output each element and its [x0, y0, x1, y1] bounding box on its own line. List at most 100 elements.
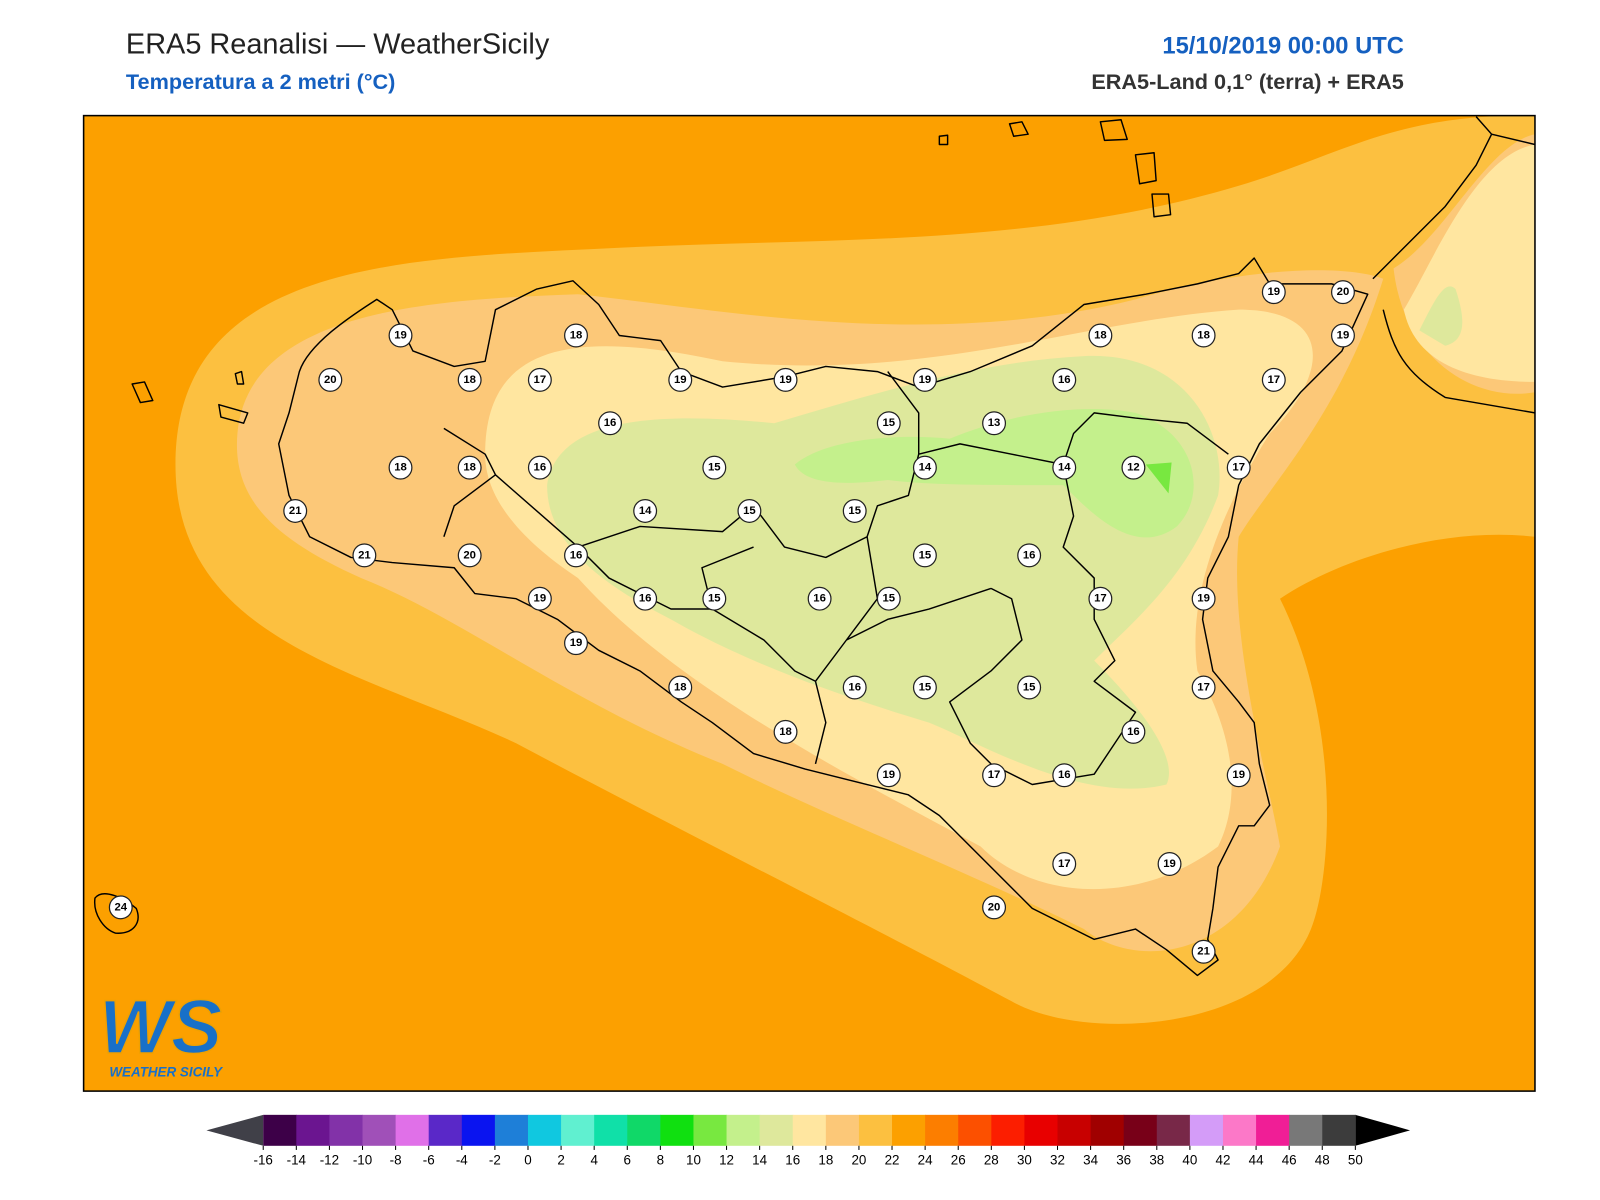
- station-marker: [702, 455, 727, 480]
- station-label: 21: [1197, 946, 1210, 958]
- logo-text: WEATHER SICILY: [109, 1065, 223, 1080]
- station-marker: [1330, 323, 1355, 348]
- colorbar-swatch: [1024, 1114, 1059, 1146]
- station-label: 20: [324, 374, 337, 386]
- colorbar-over: [1355, 1114, 1411, 1146]
- colorbar-tick-label: 32: [1050, 1152, 1065, 1167]
- contour-band: [1145, 462, 1172, 494]
- station-label: 15: [1023, 681, 1036, 693]
- station-marker: [564, 631, 588, 656]
- station-marker: [1157, 852, 1182, 876]
- station-marker: [318, 367, 343, 392]
- station-marker: [388, 455, 413, 480]
- station-label: 14: [639, 505, 652, 517]
- colorbar-swatch: [329, 1114, 364, 1146]
- colorbar-tick-label: -4: [456, 1152, 468, 1167]
- colorbar-tick-label: 16: [785, 1152, 800, 1167]
- colorbar-tick-label: 34: [1083, 1152, 1098, 1167]
- station-label: 16: [1127, 726, 1140, 738]
- station-label: 20: [463, 549, 476, 561]
- colorbar-swatch: [660, 1114, 694, 1146]
- colorbar-tick-label: 24: [918, 1152, 933, 1167]
- map-frame: [82, 114, 1536, 1092]
- colorbar-swatch: [925, 1114, 959, 1146]
- station-marker: [598, 411, 623, 436]
- station-label: 15: [708, 462, 721, 474]
- station-label: 19: [919, 374, 932, 386]
- colorbar-tick-label: 12: [719, 1152, 734, 1167]
- colorbar-swatch: [1256, 1114, 1290, 1146]
- station-label: 21: [358, 549, 371, 561]
- station-marker: [564, 543, 588, 568]
- station-label: 19: [1197, 593, 1210, 605]
- station-label: 17: [1197, 681, 1210, 693]
- station-marker: [668, 675, 693, 700]
- station-marker: [1261, 280, 1286, 305]
- station-marker: [527, 367, 552, 392]
- station-label: 18: [394, 462, 407, 474]
- title: ERA5 Reanalisi — WeatherSicily: [126, 29, 550, 61]
- colorbar-tick-label: 42: [1216, 1152, 1231, 1167]
- station-marker: [982, 411, 1007, 436]
- colorbar-swatch: [461, 1114, 496, 1146]
- station-label: 17: [1267, 374, 1280, 386]
- islands: [94, 119, 1172, 934]
- station-marker: [1226, 455, 1251, 480]
- station-marker: [773, 719, 798, 744]
- station-label: 18: [1197, 329, 1210, 341]
- colorbar-swatch: [561, 1114, 595, 1146]
- subtitle: Temperatura a 2 metri (°C): [126, 69, 395, 94]
- colorbar-swatch: [1189, 1114, 1224, 1146]
- station-marker: [1191, 586, 1216, 611]
- station-marker: [876, 586, 901, 611]
- colorbar-tick-label: 4: [590, 1152, 598, 1167]
- station-label: 16: [813, 593, 826, 605]
- colorbar-tick-label: -16: [254, 1152, 273, 1167]
- station-label: 19: [1267, 286, 1280, 298]
- colorbar-tick-label: 14: [752, 1152, 767, 1167]
- station-marker: [1052, 763, 1077, 788]
- colorbar-tick-label: 44: [1249, 1152, 1264, 1167]
- datetime: 15/10/2019 00:00 UTC: [1162, 34, 1403, 60]
- station-label: 18: [570, 329, 583, 341]
- station-marker: [1121, 455, 1146, 480]
- colorbar-tick-label: -6: [423, 1152, 435, 1167]
- station-marker: [1052, 852, 1077, 876]
- station-marker: [737, 498, 762, 523]
- station-marker: [702, 586, 727, 611]
- station-marker: [457, 367, 482, 392]
- station-marker: [912, 543, 937, 568]
- colorbar-swatch: [726, 1114, 761, 1146]
- station-label: 17: [1058, 858, 1071, 870]
- station-marker: [633, 498, 658, 523]
- station-label: 18: [463, 462, 476, 474]
- station-label: 19: [779, 374, 792, 386]
- logo: WS WEATHER SICILY: [98, 984, 223, 1080]
- station-label: 19: [882, 769, 895, 781]
- station-marker: [108, 895, 133, 920]
- station-label: 16: [848, 681, 861, 693]
- colorbar: -16 -14 -12 -10 -8 -6 -4 -2 0 2 4 6 8 10 12 14 16 18 20 22 2…: [206, 1114, 1411, 1167]
- station-marker: [912, 367, 937, 392]
- station-marker: [1052, 455, 1077, 480]
- colorbar-swatch: [792, 1114, 827, 1146]
- colorbar-tick-label: -14: [287, 1152, 307, 1167]
- station-label: 16: [1023, 549, 1036, 561]
- coastlines: [94, 116, 1535, 977]
- station-marker: [912, 675, 937, 700]
- colorbar-tick-label: -2: [489, 1152, 501, 1167]
- province-borders: [443, 371, 1229, 786]
- station-marker: [283, 498, 308, 523]
- station-marker: [876, 763, 901, 788]
- colorbar-swatch: [1222, 1114, 1257, 1146]
- station-marker: [352, 543, 377, 568]
- colorbar-tick-label: 8: [657, 1152, 664, 1167]
- station-marker: [912, 455, 937, 480]
- colorbar-tick-label: 46: [1282, 1152, 1297, 1167]
- station-label: 19: [394, 329, 407, 341]
- station-marker: [1191, 323, 1216, 348]
- station-marker: [633, 586, 658, 611]
- station-marker: [982, 763, 1007, 788]
- station-marker: [1017, 543, 1042, 568]
